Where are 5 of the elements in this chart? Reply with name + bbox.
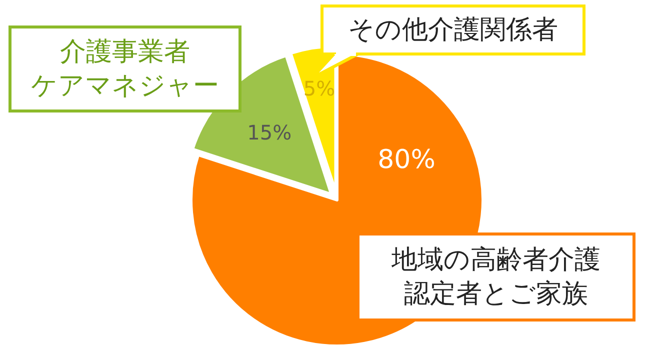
data-label: 15% [247, 120, 292, 144]
slice-label: その他介護関係者 [348, 15, 558, 45]
data-label: 80% [378, 144, 436, 175]
slice-label: 地域の高齢者介護認定者とご家族 [390, 245, 600, 309]
slice-label: 介護事業者ケアマネジャー [31, 37, 219, 101]
